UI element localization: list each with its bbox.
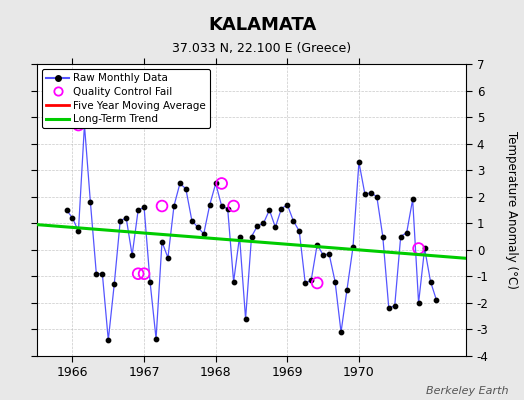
Point	[205, 202, 214, 208]
Point	[110, 281, 118, 288]
Point	[349, 244, 357, 250]
Point	[235, 233, 244, 240]
Legend: Raw Monthly Data, Quality Control Fail, Five Year Moving Average, Long-Term Tren: Raw Monthly Data, Quality Control Fail, …	[42, 69, 210, 128]
Point	[295, 228, 303, 234]
Point	[414, 300, 423, 306]
Point	[427, 278, 435, 285]
Point	[277, 206, 286, 212]
Point	[74, 122, 83, 128]
Point	[182, 186, 190, 192]
Point	[385, 305, 393, 312]
Text: Berkeley Earth: Berkeley Earth	[426, 386, 508, 396]
Point	[170, 203, 178, 209]
Point	[200, 231, 208, 237]
Point	[176, 180, 184, 187]
Point	[301, 280, 309, 286]
Text: KALAMATA: KALAMATA	[208, 16, 316, 34]
Point	[134, 270, 143, 277]
Point	[188, 218, 196, 224]
Point	[343, 286, 351, 293]
Point	[74, 228, 83, 234]
Point	[152, 336, 160, 342]
Point	[313, 241, 321, 248]
Point	[62, 207, 71, 213]
Point	[164, 254, 172, 261]
Point	[98, 270, 106, 277]
Point	[158, 239, 166, 245]
Point	[140, 204, 148, 210]
Point	[420, 245, 429, 252]
Point	[230, 203, 238, 209]
Point	[313, 280, 321, 286]
Y-axis label: Temperature Anomaly (°C): Temperature Anomaly (°C)	[505, 131, 518, 289]
Point	[319, 252, 328, 258]
Point	[247, 233, 256, 240]
Point	[373, 194, 381, 200]
Point	[355, 159, 363, 166]
Point	[122, 215, 130, 221]
Point	[146, 278, 154, 285]
Point	[414, 245, 423, 252]
Point	[80, 122, 89, 128]
Point	[283, 202, 291, 208]
Point	[158, 203, 166, 209]
Point	[104, 337, 113, 343]
Point	[230, 278, 238, 285]
Point	[212, 180, 220, 187]
Point	[265, 207, 274, 213]
Point	[92, 270, 101, 277]
Point	[86, 199, 94, 205]
Point	[193, 224, 202, 230]
Point	[116, 218, 124, 224]
Point	[325, 250, 333, 257]
Point	[217, 180, 226, 187]
Point	[271, 224, 280, 230]
Point	[432, 297, 441, 304]
Point	[128, 252, 136, 258]
Point	[367, 190, 375, 196]
Point	[253, 223, 261, 229]
Point	[361, 191, 369, 197]
Point	[307, 277, 315, 284]
Point	[331, 278, 339, 285]
Point	[68, 215, 77, 221]
Point	[379, 233, 387, 240]
Point	[223, 206, 232, 212]
Point	[217, 203, 226, 209]
Point	[134, 207, 143, 213]
Point	[402, 229, 411, 236]
Point	[289, 218, 298, 224]
Point	[242, 316, 250, 322]
Point	[259, 220, 268, 226]
Point	[390, 302, 399, 309]
Point	[408, 196, 417, 202]
Point	[397, 233, 405, 240]
Text: 37.033 N, 22.100 E (Greece): 37.033 N, 22.100 E (Greece)	[172, 42, 352, 55]
Point	[140, 270, 148, 277]
Point	[337, 329, 345, 335]
